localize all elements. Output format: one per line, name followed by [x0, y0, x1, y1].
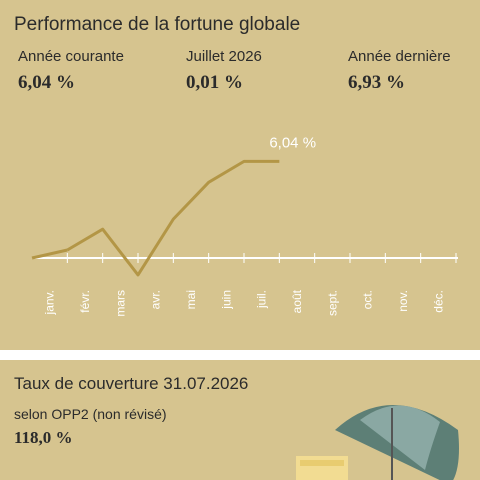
title: Performance de la fortune globale [14, 14, 301, 35]
umbrella-panel [360, 405, 440, 470]
stat-value: 0,01 % [186, 72, 243, 93]
stat-label: Année dernière [348, 48, 451, 65]
x-tick-label: mai [184, 290, 198, 309]
chart: janv. févr. mars avr. mai juin juil. août sept. o… [31, 134, 458, 317]
line-start [31, 248, 68, 260]
x-tick-label: sept. [325, 290, 339, 316]
coverage-panel: Taux de couverture 31.07.2026 selon OPP2… [0, 360, 480, 480]
illustration [296, 405, 459, 480]
x-tick-label: juin [219, 290, 233, 310]
x-tick-label: janv. [43, 290, 57, 315]
line [66, 159, 280, 277]
stat-value: 6,93 % [348, 72, 405, 93]
stat-label: Année courante [18, 48, 124, 65]
performance-panel: Performance de la fortune globale Année … [0, 0, 480, 350]
box-detail [300, 460, 344, 466]
coverage-label: selon OPP2 (non révisé) [14, 406, 167, 422]
coverage-value: 118,0 % [14, 428, 73, 447]
stat-value: 6,04 % [18, 72, 75, 93]
x-tick-label: févr. [78, 290, 92, 313]
x-tick-label: mars [113, 290, 127, 317]
coverage-title: Taux de couverture 31.07.2026 [14, 374, 249, 393]
x-tick-label: avr. [149, 290, 163, 309]
x-tick-label: oct. [361, 290, 375, 309]
x-tick-label: août [290, 289, 304, 313]
x-tick-label: déc. [431, 290, 445, 313]
x-tick-label: nov. [396, 290, 410, 312]
box [296, 456, 348, 480]
stat-label: Juillet 2026 [186, 48, 262, 65]
value-label: 6,04 % [269, 134, 316, 151]
x-tick-label: juil. [255, 290, 269, 309]
